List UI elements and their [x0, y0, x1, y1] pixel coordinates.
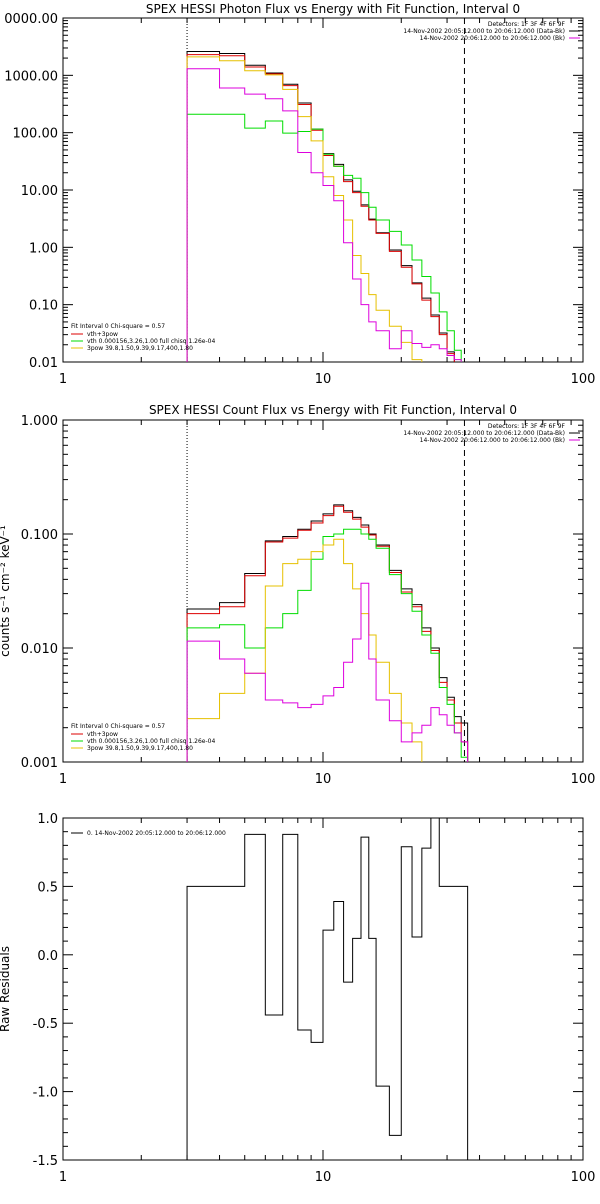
- y-tick-label: 1000.00: [4, 69, 58, 84]
- legend-item: 0. 14-Nov-2002 20:05:12.000 to 20:06:12.…: [87, 830, 226, 837]
- legend-bottom-title: Fit Interval 0 Chi-square = 0.57: [71, 323, 165, 330]
- chart-panel-3: Raw Residuals 1 10 100 -1.5 -1.0 -0.5 0.0 0.5 1.0…: [0, 812, 596, 1185]
- series-2-line: [186, 505, 469, 762]
- series-5-line: [186, 582, 469, 762]
- y-tick-label: 1.0: [37, 812, 58, 827]
- x-tick-label: 10: [315, 372, 332, 387]
- legend-bottom-item: vth+3pow: [87, 331, 118, 338]
- legend-top-item: 14-Nov-2002 20:06:12.000 to 20:06:12.000…: [420, 35, 565, 42]
- y-tick-label: 0.001: [21, 756, 58, 771]
- y-tick-label: -1.5: [33, 1154, 58, 1169]
- y-tick-label: 0000.00: [4, 12, 58, 27]
- y-tick-label: 100.00: [13, 127, 59, 142]
- legend-bottom-item: vth 0.000156,3.26,1.00 full chisq 1.26e-…: [87, 738, 215, 745]
- series-group: [186, 504, 469, 762]
- series-1-line: [186, 51, 455, 362]
- series-4-line: [186, 56, 423, 362]
- legend-bottom-title: Fit Interval 0 Chi-square = 0.57: [71, 723, 165, 730]
- legend-top-item: 14-Nov-2002 20:06:12.000 to 20:06:12.000…: [420, 437, 565, 444]
- y-tick-label: 0.5: [37, 880, 58, 895]
- y-tick-label: 1.00: [29, 241, 58, 256]
- legend-top-item: Detectors: 1F 3F 4F 6F 9F: [488, 423, 566, 430]
- y-tick-label: 0.10: [29, 299, 58, 314]
- x-tick-label: 1: [59, 772, 67, 787]
- series-1-line: [186, 504, 469, 762]
- legend-bottom-item: 3pow 39.8,1.50,9.39,9.17,400,1.80: [87, 745, 193, 752]
- y-tick-label: -1.0: [33, 1086, 58, 1101]
- x-tick-label: 1: [59, 372, 67, 387]
- x-tick-label: 100: [571, 1170, 596, 1185]
- y-tick-label: 0.0: [37, 949, 58, 964]
- y-tick-label: 10.00: [21, 184, 58, 199]
- y-tick-label: -0.5: [33, 1017, 58, 1032]
- legend-bottom-item: vth 0.000156,3.26,1.00 full chisq 1.26e-…: [87, 338, 215, 345]
- y-tick-label: 1.000: [21, 414, 58, 429]
- x-tick-label: 10: [315, 772, 332, 787]
- y-tick-label: 0.01: [29, 356, 58, 371]
- x-tick-label: 1: [59, 1170, 67, 1185]
- series-group: [186, 818, 469, 1160]
- plot-frame: [62, 419, 584, 763]
- plot-frame: [62, 17, 584, 363]
- y-tick-label: 0.010: [21, 642, 58, 657]
- series-3-line: [186, 528, 469, 762]
- y-tick-label: 0.100: [21, 528, 58, 543]
- series-2-line: [186, 54, 455, 362]
- legend-top-item: Detectors: 1F 3F 4F 6F 9F: [488, 21, 566, 28]
- x-tick-label: 10: [315, 1170, 332, 1185]
- legend-bottom-item: 3pow 39.8,1.50,9.39,9.17,400,1.80: [87, 345, 193, 352]
- legend-bottom-item: vth+3pow: [87, 731, 118, 738]
- chart-title: SPEX HESSI Photon Flux vs Energy with Fi…: [146, 2, 520, 16]
- chart-title: SPEX HESSI Count Flux vs Energy with Fit…: [149, 403, 517, 417]
- series-3-line: [186, 113, 462, 362]
- y-axis-label: counts s⁻¹ cm⁻² keV⁻¹: [0, 525, 12, 657]
- x-tick-label: 100: [571, 772, 596, 787]
- series-5-line: [186, 68, 462, 362]
- legend-top-item: 14-Nov-2002 20:05:12.000 to 20:06:12.000…: [403, 430, 565, 437]
- series-1-line: [186, 818, 469, 1160]
- y-axis-label: Raw Residuals: [0, 946, 12, 1032]
- x-tick-label: 100: [571, 372, 596, 387]
- series-group: [186, 51, 462, 362]
- chart-panel-2: SPEX HESSI Count Flux vs Energy with Fit…: [0, 403, 596, 787]
- chart-panel-1: SPEX HESSI Photon Flux vs Energy with Fi…: [4, 2, 596, 387]
- legend-top-item: 14-Nov-2002 20:05:12.000 to 20:06:12.000…: [403, 28, 565, 35]
- series-4-line: [186, 538, 423, 762]
